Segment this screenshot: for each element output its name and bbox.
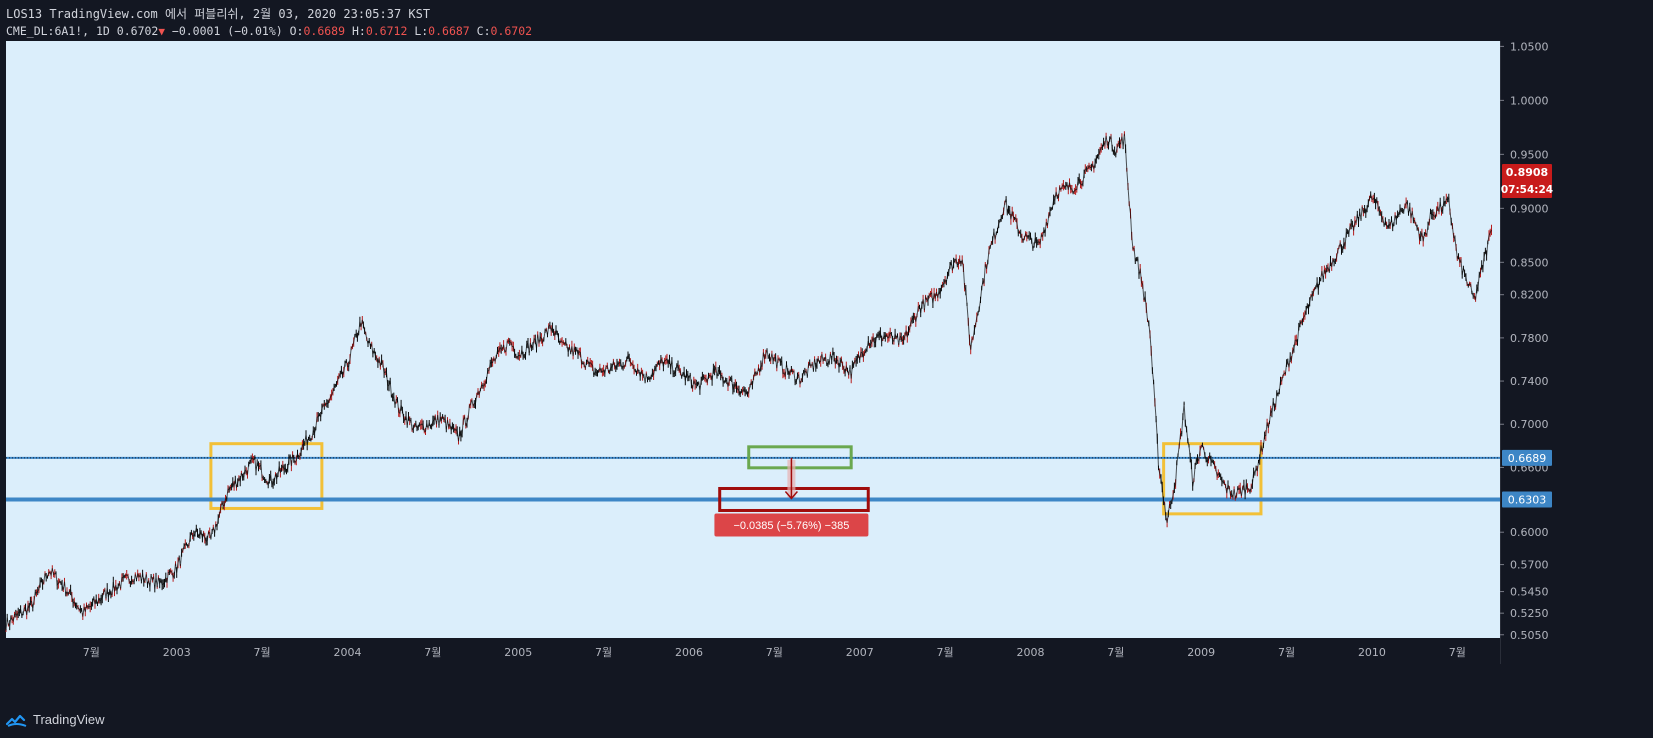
- x-tick-label: 2003: [163, 646, 191, 659]
- brand-label: TradingView: [33, 712, 105, 727]
- x-tick-label: 2006: [675, 646, 703, 659]
- highlight-box[interactable]: [1162, 442, 1263, 516]
- current-price-label: 0.8908: [1506, 166, 1548, 179]
- measure-label-box[interactable]: [714, 513, 869, 537]
- down-arrow-icon: ▼: [158, 25, 165, 38]
- price-level-label: 0.6303: [1508, 493, 1547, 506]
- low-value: 0.6687: [428, 24, 470, 38]
- x-tick-label: 2010: [1358, 646, 1386, 659]
- x-tick-label: 7월: [254, 646, 271, 659]
- y-tick-label: 0.5450: [1510, 586, 1549, 599]
- measure-label: −0.0385 (−5.76%) −385: [733, 520, 849, 532]
- measure-start-box[interactable]: [747, 445, 853, 470]
- y-tick-label: 0.9000: [1510, 202, 1549, 215]
- price-series[interactable]: [5, 131, 1492, 632]
- y-tick-label: 0.5050: [1510, 629, 1549, 642]
- price-axis[interactable]: [1500, 41, 1653, 664]
- open-value: 0.6689: [303, 24, 346, 38]
- high-value: 0.6712: [365, 24, 408, 38]
- chart-header: LOS13 TradingView.com 에서 퍼블리쉬, 2월 03, 20…: [0, 0, 1653, 42]
- y-tick-label: 0.6000: [1510, 526, 1549, 539]
- low-label: L:: [414, 24, 429, 38]
- x-tick-label: 7월: [424, 646, 441, 659]
- symbol-label[interactable]: CME_DL:6A1!, 1D: [6, 24, 110, 38]
- close-label: C:: [476, 24, 491, 38]
- highlight-box[interactable]: [209, 442, 324, 510]
- last-price: 0.6702: [116, 24, 159, 38]
- tradingview-brand[interactable]: TradingView: [6, 712, 105, 727]
- price-change: −0.0001 (−0.01%): [171, 24, 283, 38]
- y-tick-label: 0.7400: [1510, 375, 1549, 388]
- plot-area[interactable]: [6, 41, 1500, 638]
- y-tick-label: 0.7800: [1510, 332, 1549, 345]
- x-tick-label: 7월: [595, 646, 612, 659]
- x-tick-label: 7월: [937, 646, 954, 659]
- x-tick-label: 2007: [846, 646, 874, 659]
- bar-countdown-label: 07:54:24: [1501, 184, 1553, 196]
- open-label: O:: [289, 24, 304, 38]
- price-level-badge[interactable]: [1502, 449, 1552, 466]
- y-tick-label: 0.8500: [1510, 256, 1549, 269]
- x-tick-label: 7월: [1449, 646, 1466, 659]
- y-tick-label: 1.0500: [1510, 40, 1549, 53]
- y-tick-label: 0.9500: [1510, 148, 1549, 161]
- symbol-ohlc-legend: CME_DL:6A1!, 1D 0.6702▼ −0.0001 (−0.01%)…: [6, 24, 532, 38]
- y-tick-label: 0.8200: [1510, 289, 1549, 302]
- price-level-label: 0.6689: [1508, 452, 1547, 465]
- y-tick-label: 0.5700: [1510, 559, 1549, 572]
- y-tick-label: 1.0000: [1510, 94, 1549, 107]
- price-level-badge[interactable]: [1502, 491, 1552, 508]
- measure-arrow-icon: [784, 491, 798, 500]
- publish-title: LOS13 TradingView.com 에서 퍼블리쉬, 2월 03, 20…: [6, 7, 431, 21]
- x-tick-label: 2004: [333, 646, 361, 659]
- high-label: H:: [351, 24, 366, 38]
- x-tick-label: 7월: [1278, 646, 1295, 659]
- chart-footer: TradingView: [0, 702, 1653, 738]
- price-line: [5, 133, 1492, 631]
- x-tick-label: 7월: [766, 646, 783, 659]
- close-value: 0.6702: [490, 24, 533, 38]
- tradingview-logo-icon: [6, 714, 27, 727]
- x-tick-label: 2009: [1187, 646, 1215, 659]
- x-tick-label: 2005: [504, 646, 532, 659]
- time-axis[interactable]: [0, 638, 1500, 664]
- x-tick-label: 7월: [1107, 646, 1124, 659]
- current-price-badge[interactable]: [1502, 164, 1552, 198]
- x-tick-label: 7월: [83, 646, 100, 659]
- y-tick-label: 0.7000: [1510, 418, 1549, 431]
- x-tick-label: 2008: [1016, 646, 1044, 659]
- y-tick-label: 0.5250: [1510, 607, 1549, 620]
